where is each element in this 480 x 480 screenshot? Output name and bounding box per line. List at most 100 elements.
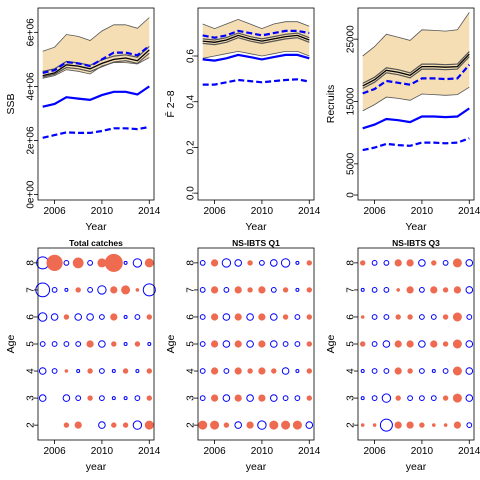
- negative-residual-bubble: [419, 287, 425, 293]
- y-tick-label: 6: [26, 314, 37, 320]
- band-upper-line: [42, 17, 150, 52]
- negative-residual-bubble: [282, 341, 289, 347]
- negative-residual-bubble: [39, 341, 46, 347]
- negative-residual-bubble: [87, 287, 93, 293]
- positive-residual-bubble: [122, 368, 129, 374]
- negative-residual-bubble: [383, 260, 390, 266]
- positive-residual-bubble: [234, 313, 242, 321]
- negative-residual-bubble: [465, 394, 474, 402]
- interval-lower-line: [362, 137, 470, 152]
- negative-residual-bubble: [38, 394, 47, 402]
- estimate-line: [202, 53, 310, 62]
- positive-residual-bubble: [104, 253, 123, 272]
- positive-residual-bubble: [234, 340, 242, 348]
- positive-residual-bubble: [72, 257, 84, 269]
- positive-residual-bubble: [282, 314, 289, 320]
- positive-residual-bubble: [211, 286, 219, 294]
- negative-residual-bubble: [74, 313, 82, 321]
- positive-residual-bubble: [234, 394, 242, 402]
- negative-residual-bubble: [465, 259, 474, 267]
- y-tick-label: 4: [186, 368, 197, 374]
- y-tick-label: 2: [346, 422, 357, 428]
- x-tick-label: 2010: [91, 206, 114, 217]
- positive-residual-bubble: [122, 422, 129, 428]
- positive-residual-bubble: [146, 395, 153, 401]
- y-tick-label: 2: [26, 422, 37, 428]
- positive-residual-bubble: [247, 287, 253, 293]
- negative-residual-bubble: [295, 369, 300, 373]
- median-upper-line: [362, 51, 470, 84]
- negative-residual-bubble: [199, 341, 206, 347]
- x-axis-label: year: [406, 461, 427, 473]
- panel-title: NS-IBTS Q3: [392, 238, 440, 248]
- negative-residual-bubble: [418, 340, 426, 348]
- y-axis-label: F̄ 2−8: [164, 90, 177, 117]
- positive-residual-bubble: [210, 420, 220, 430]
- positive-residual-bubble: [258, 340, 266, 348]
- negative-residual-bubble: [430, 314, 437, 320]
- positive-residual-bubble: [443, 423, 448, 427]
- negative-residual-bubble: [371, 395, 378, 402]
- y-tick-label: 4: [26, 368, 37, 374]
- positive-residual-bubble: [452, 258, 462, 268]
- negative-residual-bubble: [294, 314, 301, 320]
- x-tick-label: 2014: [458, 446, 480, 457]
- negative-residual-bubble: [132, 420, 143, 430]
- positive-residual-bubble: [306, 314, 312, 320]
- positive-residual-bubble: [453, 421, 462, 429]
- negative-residual-bubble: [38, 367, 47, 375]
- panel-title: NS-IBTS Q1: [232, 238, 280, 248]
- positive-residual-bubble: [292, 420, 302, 430]
- y-tick-label: 6: [346, 314, 357, 320]
- panel-4: Total catches 2006 2010 2014 2 3 4 5 6 7 8 year Age: [5, 238, 161, 473]
- positive-residual-bubble: [431, 423, 436, 427]
- negative-residual-bubble: [199, 395, 206, 402]
- positive-residual-bubble: [86, 340, 94, 348]
- interval-lower-line: [202, 78, 310, 86]
- negative-residual-bubble: [294, 395, 301, 402]
- plot-frame: [197, 7, 315, 201]
- positive-residual-bubble: [110, 286, 118, 294]
- x-tick-label: 2014: [138, 446, 161, 457]
- positive-residual-bubble: [87, 395, 93, 401]
- positive-residual-bubble: [306, 287, 312, 293]
- negative-residual-bubble: [466, 422, 473, 429]
- negative-residual-bubble: [259, 260, 265, 266]
- uncertainty-band: [202, 19, 310, 59]
- negative-residual-bubble: [466, 314, 473, 320]
- median-lower-line: [42, 52, 150, 78]
- y-axis-label: Age: [5, 335, 17, 354]
- y-tick-label: 0e+00: [26, 180, 37, 209]
- y-tick-label: 8: [346, 260, 357, 266]
- positive-residual-bubble: [394, 367, 402, 375]
- positive-residual-bubble: [360, 260, 366, 266]
- negative-residual-bubble: [38, 312, 48, 322]
- negative-residual-bubble: [75, 395, 82, 402]
- positive-residual-bubble: [407, 368, 413, 374]
- negative-residual-bubble: [246, 394, 254, 402]
- negative-residual-bubble: [281, 367, 290, 375]
- negative-residual-bubble: [99, 395, 105, 402]
- negative-residual-bubble: [246, 340, 254, 348]
- positive-residual-bubble: [269, 420, 279, 430]
- negative-residual-bubble: [371, 368, 378, 374]
- positive-residual-bubble: [211, 313, 219, 321]
- x-tick-label: 2010: [411, 206, 434, 217]
- median-line: [202, 34, 310, 43]
- positive-residual-bubble: [258, 313, 266, 321]
- x-axis-label: Year: [245, 221, 267, 233]
- negative-residual-bubble: [134, 314, 141, 320]
- positive-residual-bubble: [360, 341, 366, 347]
- y-tick-label: 0: [346, 192, 357, 198]
- positive-residual-bubble: [431, 260, 437, 266]
- negative-residual-bubble: [98, 421, 106, 429]
- positive-residual-bubble: [211, 259, 219, 267]
- negative-residual-bubble: [465, 286, 474, 294]
- negative-residual-bubble: [407, 395, 414, 402]
- negative-residual-bubble: [371, 314, 378, 320]
- y-tick-label: 3: [186, 395, 197, 401]
- positive-residual-bubble: [63, 422, 70, 428]
- positive-residual-bubble: [146, 368, 153, 374]
- negative-residual-bubble: [147, 342, 152, 346]
- panel-5: NS-IBTS Q1 2006 2010 2014 2 3 4 5 6 7 8 year Age: [165, 238, 321, 473]
